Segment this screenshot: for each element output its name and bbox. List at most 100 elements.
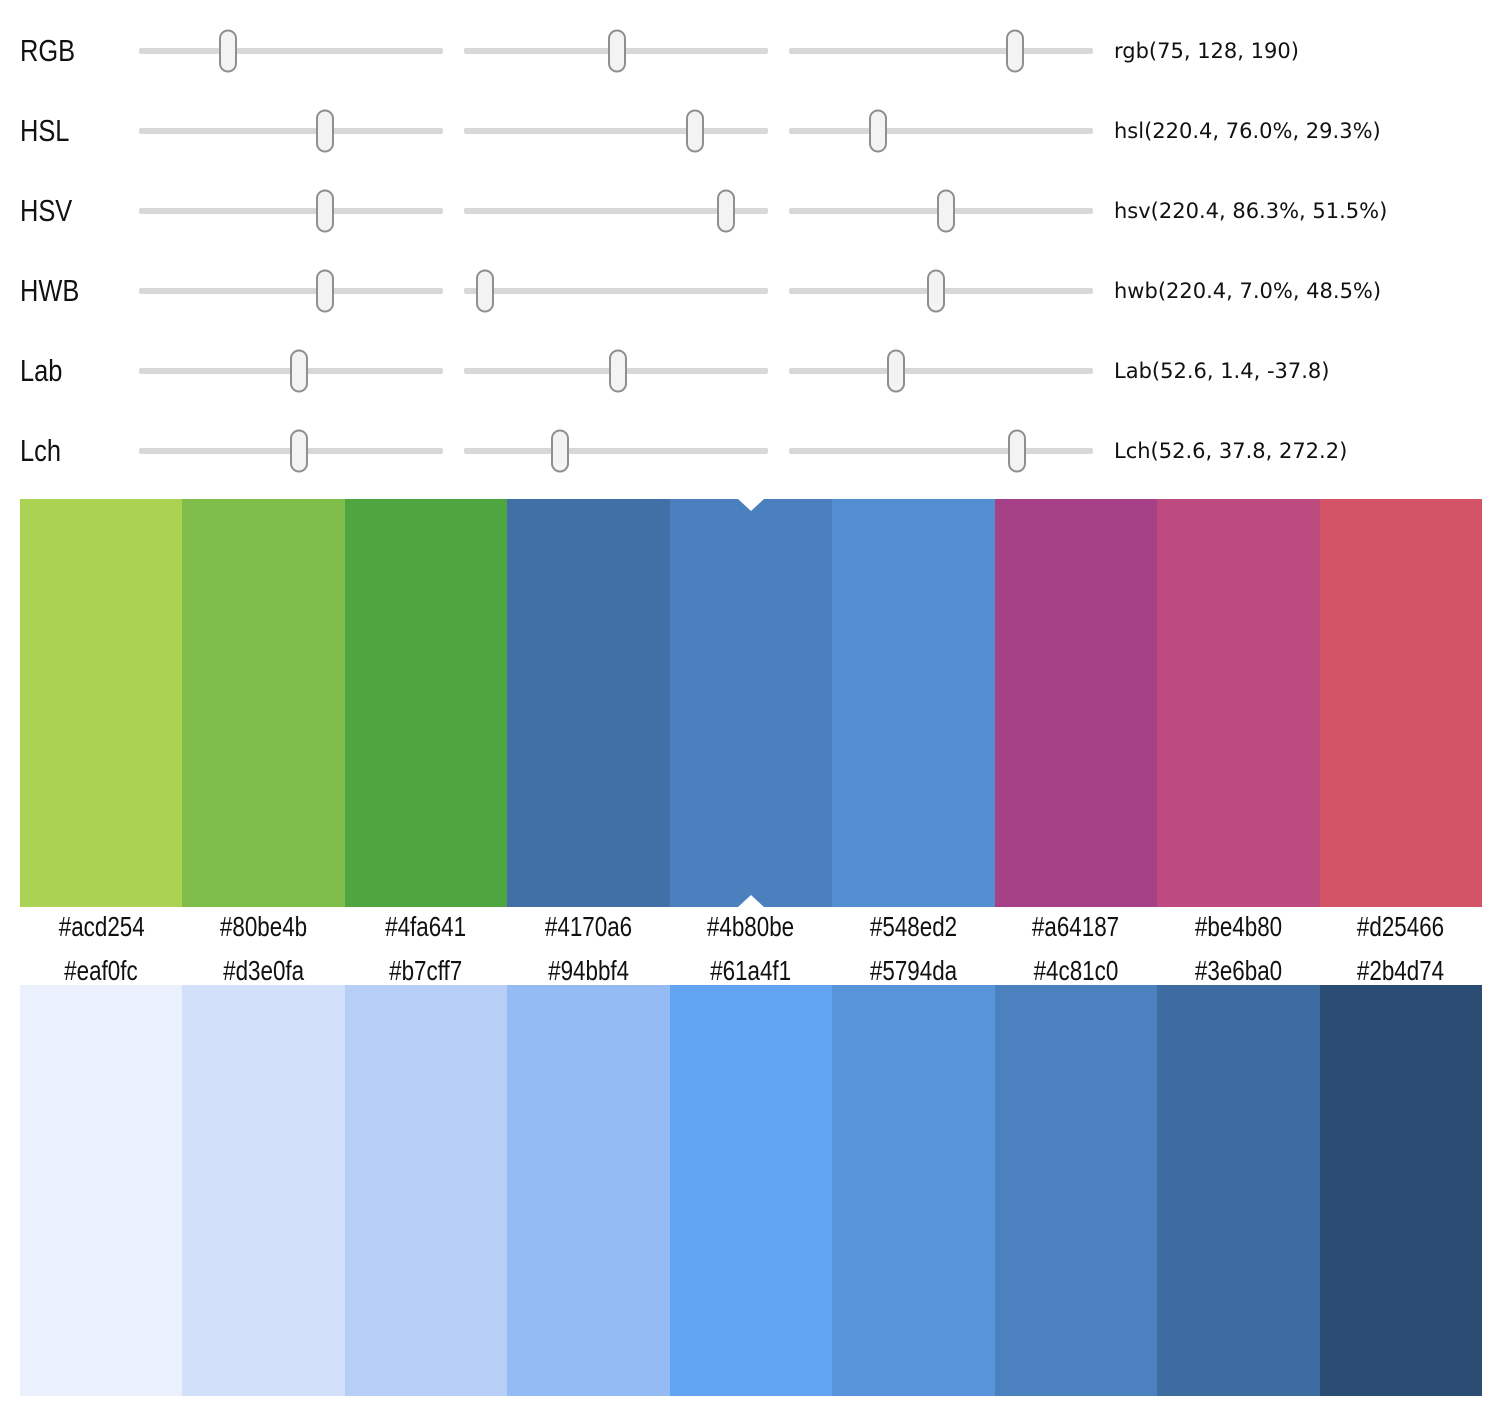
tint-hex-label-8: #2b4d74 (1320, 951, 1482, 991)
harmony-swatch-2[interactable] (344, 499, 508, 907)
hex-code-text: #a64187 (1032, 911, 1120, 942)
harmony-hex-label-4: #4b80be (670, 907, 832, 947)
tint-hex-label-6: #4c81c0 (995, 951, 1157, 991)
slider-track-lch-0[interactable] (139, 429, 443, 473)
hex-code-text: #eaf0fc (64, 955, 138, 986)
slider-track-lch-1[interactable] (464, 429, 768, 473)
slider-row-rgb: RGB rgb(75, 128, 190) (20, 11, 1387, 91)
slider-thumb-hsv-2[interactable] (936, 189, 955, 233)
slider-panel: RGB rgb(75, 128, 190) HSL hsl(220.4, 76.0%,… (20, 11, 1387, 491)
slider-row-hwb: HWB hwb(220.4, 7.0%, 48.5%) (20, 251, 1387, 331)
slider-thumb-rgb-0[interactable] (219, 29, 238, 73)
slider-track-lch-2[interactable] (789, 429, 1093, 473)
slider-thumb-rgb-1[interactable] (607, 29, 626, 73)
slider-track-hsv-1[interactable] (464, 189, 768, 233)
tint-shade-palette (20, 985, 1482, 1396)
slider-thumb-hwb-0[interactable] (316, 269, 335, 313)
tint-swatch-3[interactable] (507, 985, 670, 1396)
slider-thumb-lab-2[interactable] (887, 349, 905, 393)
tint-swatch-8[interactable] (1319, 985, 1482, 1396)
tint-swatch-0[interactable] (20, 985, 183, 1396)
hex-code-text: #80be4b (220, 911, 308, 942)
tint-swatch-2[interactable] (344, 985, 508, 1396)
hex-code-text: #94bbf4 (548, 955, 630, 986)
slider-track-rgb-2[interactable] (789, 29, 1093, 73)
slider-track-hwb-1[interactable] (464, 269, 768, 313)
slider-row-hsv: HSV hsv(220.4, 86.3%, 51.5%) (20, 171, 1387, 251)
slider-row-label: Lab (20, 353, 63, 388)
slider-thumb-hsl-2[interactable] (869, 109, 888, 153)
harmony-hex-label-1: #80be4b (182, 907, 344, 947)
slider-track-rgb-1[interactable] (464, 29, 768, 73)
slider-thumb-hsl-0[interactable] (316, 109, 335, 153)
slider-row-hsl: HSL hsl(220.4, 76.0%, 29.3%) (20, 91, 1387, 171)
slider-track-lab-0[interactable] (139, 349, 443, 393)
hex-code-text: #d3e0fa (223, 955, 305, 986)
slider-row-label: HSL (20, 113, 70, 148)
slider-row-label: HWB (20, 273, 80, 308)
slider-thumb-lch-1[interactable] (550, 429, 569, 473)
hex-code-text: #be4b80 (1194, 911, 1282, 942)
harmony-hex-label-3: #4170a6 (507, 907, 669, 947)
slider-thumb-lch-0[interactable] (290, 429, 309, 473)
harmony-swatch-6[interactable] (994, 499, 1158, 907)
harmony-swatch-7[interactable] (1157, 499, 1320, 907)
tint-swatch-4[interactable] (669, 985, 833, 1396)
color-value-lch: Lch(52.6, 37.8, 272.2) (1114, 439, 1348, 463)
selection-notch-bottom (737, 895, 764, 907)
slider-track-hsv-0[interactable] (139, 189, 443, 233)
slider-track-lab-1[interactable] (464, 349, 768, 393)
slider-track-hsl-1[interactable] (464, 109, 768, 153)
slider-track-hsl-2[interactable] (789, 109, 1093, 153)
slider-track-hsl-0[interactable] (139, 109, 443, 153)
harmony-swatch-3[interactable] (507, 499, 670, 907)
slider-thumb-lab-0[interactable] (289, 349, 308, 393)
color-value-lab: Lab(52.6, 1.4, -37.8) (1114, 359, 1330, 383)
hex-code-text: #61a4f1 (710, 955, 792, 986)
tint-swatch-6[interactable] (994, 985, 1158, 1396)
tint-swatch-7[interactable] (1157, 985, 1320, 1396)
slider-row-lch: Lch Lch(52.6, 37.8, 272.2) (20, 411, 1387, 491)
slider-track-hwb-0[interactable] (139, 269, 443, 313)
harmony-swatch-0[interactable] (20, 499, 183, 907)
slider-thumb-hsv-0[interactable] (316, 189, 335, 233)
tint-swatch-1[interactable] (182, 985, 345, 1396)
hex-code-text: #548ed2 (869, 911, 958, 942)
slider-track-hsv-2[interactable] (789, 189, 1093, 233)
harmony-swatch-1[interactable] (182, 499, 345, 907)
tint-hex-label-1: #d3e0fa (182, 951, 344, 991)
tint-hex-label-7: #3e6ba0 (1157, 951, 1319, 991)
harmony-swatch-4[interactable] (669, 499, 833, 907)
tint-hex-label-2: #b7cff7 (345, 951, 507, 991)
tint-swatch-5[interactable] (832, 985, 995, 1396)
slider-thumb-hwb-2[interactable] (927, 269, 946, 313)
slider-thumb-hsv-1[interactable] (717, 189, 736, 233)
harmony-hex-label-0: #acd254 (20, 907, 182, 947)
tint-hex-labels: #eaf0fc #d3e0fa #b7cff7 #94bbf4 #61a4f1 #5794… (20, 951, 1482, 991)
slider-thumb-rgb-2[interactable] (1006, 29, 1025, 73)
hex-code-text: #acd254 (58, 911, 145, 942)
hex-code-text: #4b80be (707, 911, 795, 942)
slider-track-rgb-0[interactable] (139, 29, 443, 73)
slider-row-label: HSV (20, 193, 73, 228)
slider-thumb-hwb-1[interactable] (476, 269, 495, 313)
harmony-palette (20, 499, 1482, 907)
slider-track-hwb-2[interactable] (789, 269, 1093, 313)
tint-hex-label-5: #5794da (832, 951, 994, 991)
slider-thumb-lch-2[interactable] (1008, 429, 1026, 473)
slider-track-lab-2[interactable] (789, 349, 1093, 393)
slider-row-label: Lch (20, 433, 61, 468)
selection-notch-top (737, 499, 764, 511)
slider-thumb-lab-1[interactable] (608, 349, 627, 393)
hex-code-text: #5794da (869, 955, 958, 986)
harmony-hex-label-5: #548ed2 (832, 907, 994, 947)
hex-code-text: #4170a6 (544, 911, 633, 942)
harmony-hex-label-8: #d25466 (1320, 907, 1482, 947)
harmony-hex-label-7: #be4b80 (1157, 907, 1319, 947)
tint-hex-label-3: #94bbf4 (507, 951, 669, 991)
harmony-swatch-5[interactable] (832, 499, 995, 907)
slider-thumb-hsl-1[interactable] (686, 109, 705, 153)
hex-code-text: #4fa641 (385, 911, 467, 942)
harmony-swatch-8[interactable] (1319, 499, 1482, 907)
